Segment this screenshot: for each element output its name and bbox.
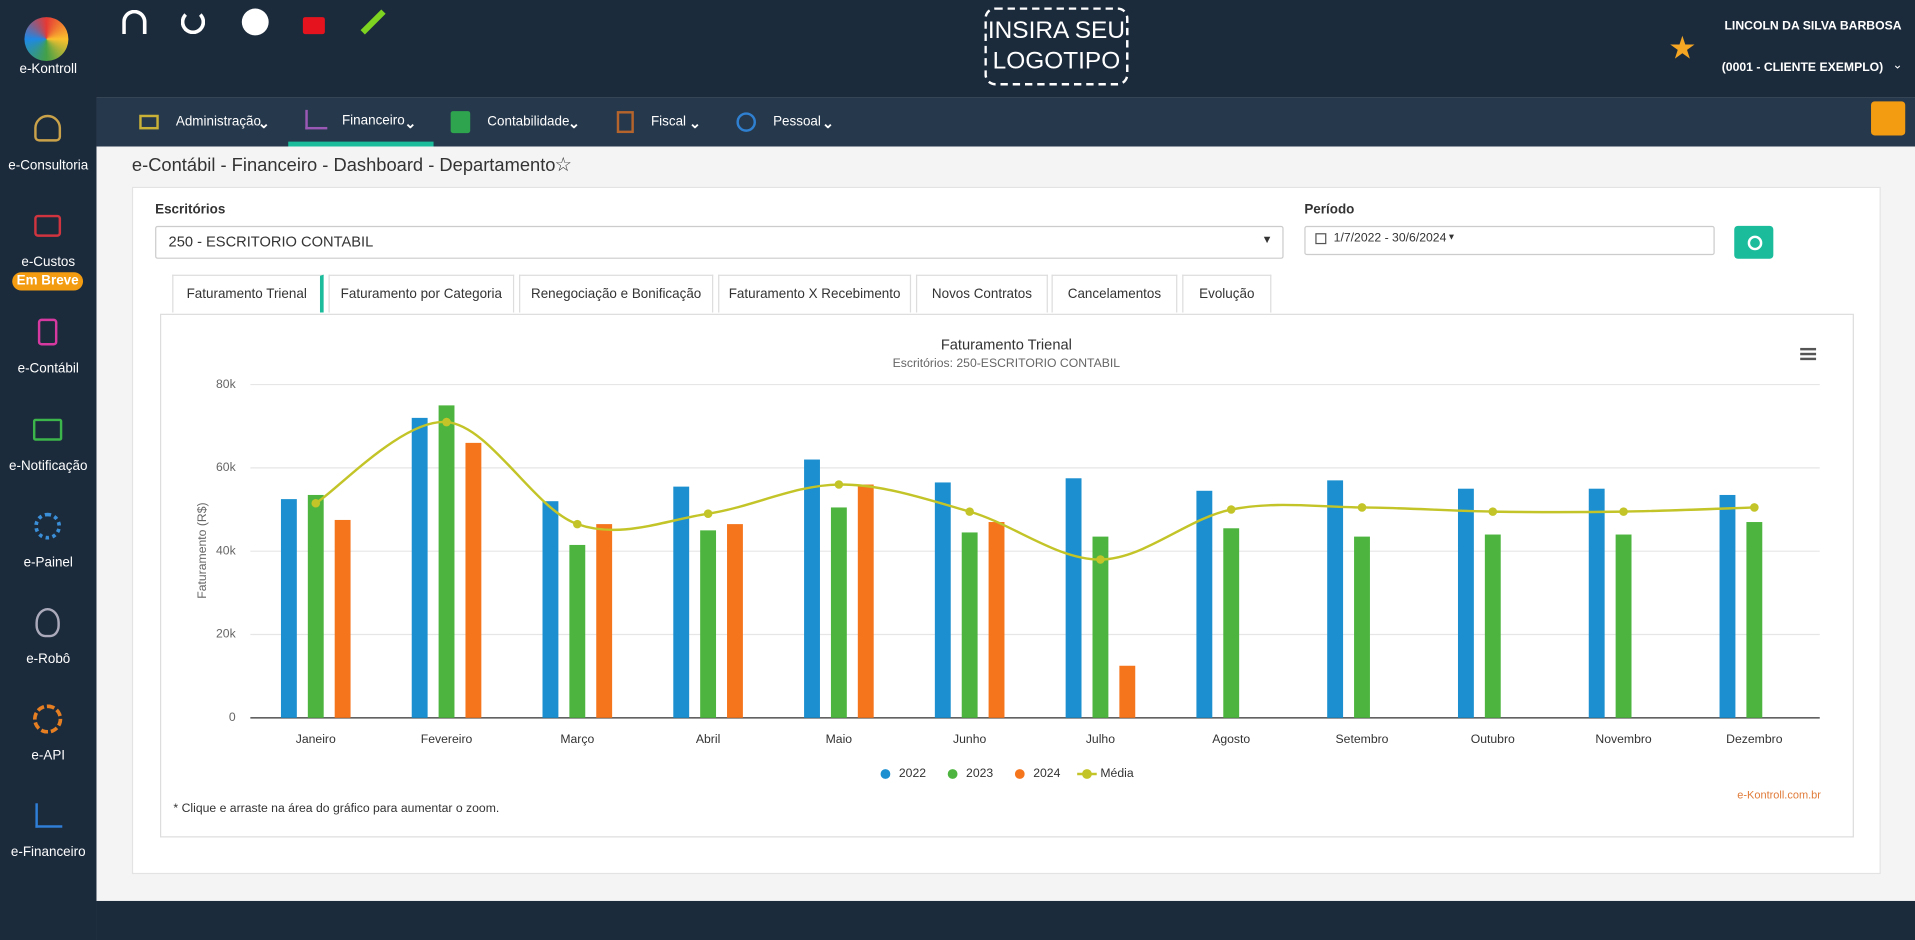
- y-tick-label: 40k: [216, 543, 237, 557]
- bar: [1458, 489, 1474, 718]
- bar: [1616, 535, 1632, 718]
- bar: [727, 524, 743, 718]
- line-marker: [1750, 503, 1759, 512]
- legend-label: 2023: [966, 766, 993, 780]
- y-tick-label: 0: [229, 710, 236, 724]
- x-tick-label: Dezembro: [1726, 732, 1783, 746]
- bar: [308, 495, 324, 718]
- legend-label: 2022: [899, 766, 926, 780]
- line-marker: [1619, 507, 1628, 516]
- y-tick-label: 20k: [216, 627, 237, 641]
- chart-menu[interactable]: [1800, 348, 1816, 360]
- bar: [1223, 528, 1239, 718]
- menu-line: [1800, 348, 1816, 350]
- bar: [1327, 480, 1343, 717]
- line-marker: [1227, 505, 1236, 514]
- chart-subtitle: Escritórios: 250-ESCRITORIO CONTABIL: [893, 356, 1121, 370]
- x-tick-label: Setembro: [1336, 732, 1389, 746]
- x-tick-label: Outubro: [1471, 732, 1515, 746]
- y-axis-label: Faturamento (R$): [195, 502, 209, 598]
- bar: [1720, 495, 1736, 718]
- bar: [1066, 478, 1082, 718]
- bar: [700, 530, 716, 717]
- bar: [1746, 522, 1762, 718]
- x-tick-label: Março: [560, 732, 594, 746]
- line-marker: [1489, 507, 1498, 516]
- x-tick-label: Fevereiro: [421, 732, 473, 746]
- legend-marker: [881, 769, 891, 779]
- bar: [1485, 535, 1501, 718]
- line-marker: [1096, 555, 1105, 564]
- line-marker: [573, 520, 582, 529]
- bar: [335, 520, 351, 718]
- y-tick-label: 80k: [216, 377, 237, 391]
- menu-line: [1800, 358, 1816, 360]
- line-marker: [965, 507, 974, 516]
- bar: [1589, 489, 1605, 718]
- x-tick-label: Janeiro: [296, 732, 336, 746]
- x-tick-label: Junho: [953, 732, 986, 746]
- x-tick-label: Abril: [696, 732, 720, 746]
- x-tick-label: Agosto: [1212, 732, 1250, 746]
- legend-label: 2024: [1033, 766, 1060, 780]
- legend-marker: [948, 769, 958, 779]
- bar: [543, 501, 559, 718]
- line-marker: [835, 480, 844, 489]
- bar: [962, 532, 978, 717]
- bar: [412, 418, 428, 718]
- legend-marker: [1015, 769, 1025, 779]
- bar: [596, 524, 612, 718]
- y-tick-label: 60k: [216, 460, 237, 474]
- legend-label: Média: [1100, 766, 1133, 780]
- bar: [804, 460, 820, 718]
- x-tick-label: Maio: [826, 732, 853, 746]
- bar: [569, 545, 585, 718]
- bar: [1354, 537, 1370, 718]
- x-tick-label: Julho: [1086, 732, 1115, 746]
- line-series: [316, 422, 1755, 560]
- bar: [858, 485, 874, 718]
- legend-marker: [1082, 769, 1092, 779]
- x-tick-label: Novembro: [1595, 732, 1652, 746]
- bar: [935, 482, 951, 717]
- bar: [831, 507, 847, 717]
- line-marker: [1358, 503, 1367, 512]
- bar: [465, 443, 481, 718]
- chart-title: Faturamento Trienal: [941, 337, 1072, 353]
- bar: [1119, 666, 1135, 718]
- line-marker: [311, 499, 320, 508]
- bar: [281, 499, 297, 718]
- line-marker: [704, 509, 713, 518]
- line-marker: [442, 418, 451, 427]
- bar: [989, 522, 1005, 718]
- menu-line: [1800, 353, 1816, 355]
- bar: [1196, 491, 1212, 718]
- bar: [439, 405, 455, 717]
